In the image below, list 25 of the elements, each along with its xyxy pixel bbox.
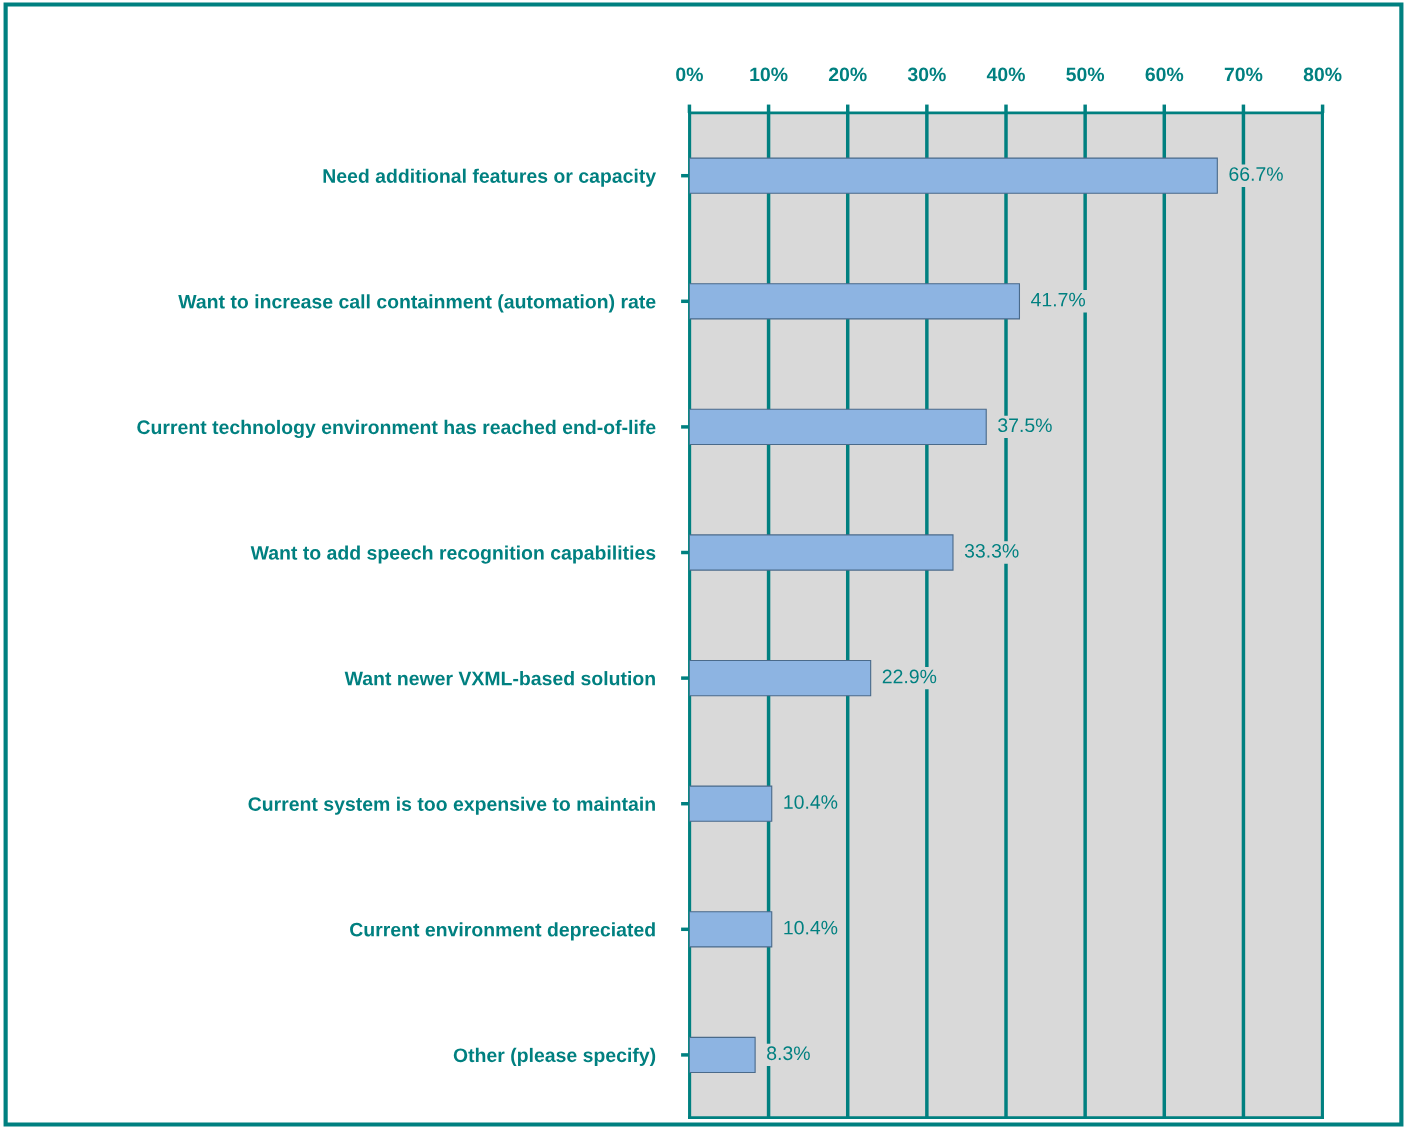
- x-tick-label: 40%: [986, 67, 1025, 82]
- x-tick-label: 10%: [750, 67, 788, 82]
- x-tick-label: 20%: [828, 67, 867, 82]
- x-tick-label: 0%: [676, 67, 703, 82]
- x-tick-label: 60%: [1145, 67, 1184, 82]
- y-tick-label: Want to add speech recognition capabilities: [250, 545, 656, 564]
- data-label: 10.4%: [784, 920, 838, 935]
- y-tick-label: Want newer VXML-based solution: [344, 671, 655, 686]
- data-label: 22.9%: [882, 669, 937, 684]
- x-tick-label: 50%: [1066, 67, 1105, 82]
- x-tick-label: 80%: [1303, 67, 1342, 82]
- y-tick-label: Want to increase call containment (automation) rate: [178, 294, 656, 313]
- y-tick-label: Current technology environment has reached end-of-life: [137, 419, 656, 439]
- x-tick-label: 30%: [907, 67, 946, 82]
- data-label: 10.4%: [784, 795, 838, 809]
- y-tick-label: Need additional features or capacity: [323, 168, 657, 187]
- data-label: 8.3%: [767, 1046, 810, 1061]
- x-tick-label: 70%: [1224, 67, 1263, 82]
- y-tick-label: Other (please specify): [453, 1047, 656, 1066]
- y-tick-label: Current system is too expensive to maintain: [248, 796, 655, 815]
- data-label: 33.3%: [964, 543, 1019, 558]
- y-tick-label: Current environment depreciated: [350, 922, 655, 941]
- data-label: 66.7%: [1229, 167, 1283, 181]
- data-label: 37.5%: [998, 418, 1052, 433]
- data-label: 41.7%: [1031, 292, 1086, 307]
